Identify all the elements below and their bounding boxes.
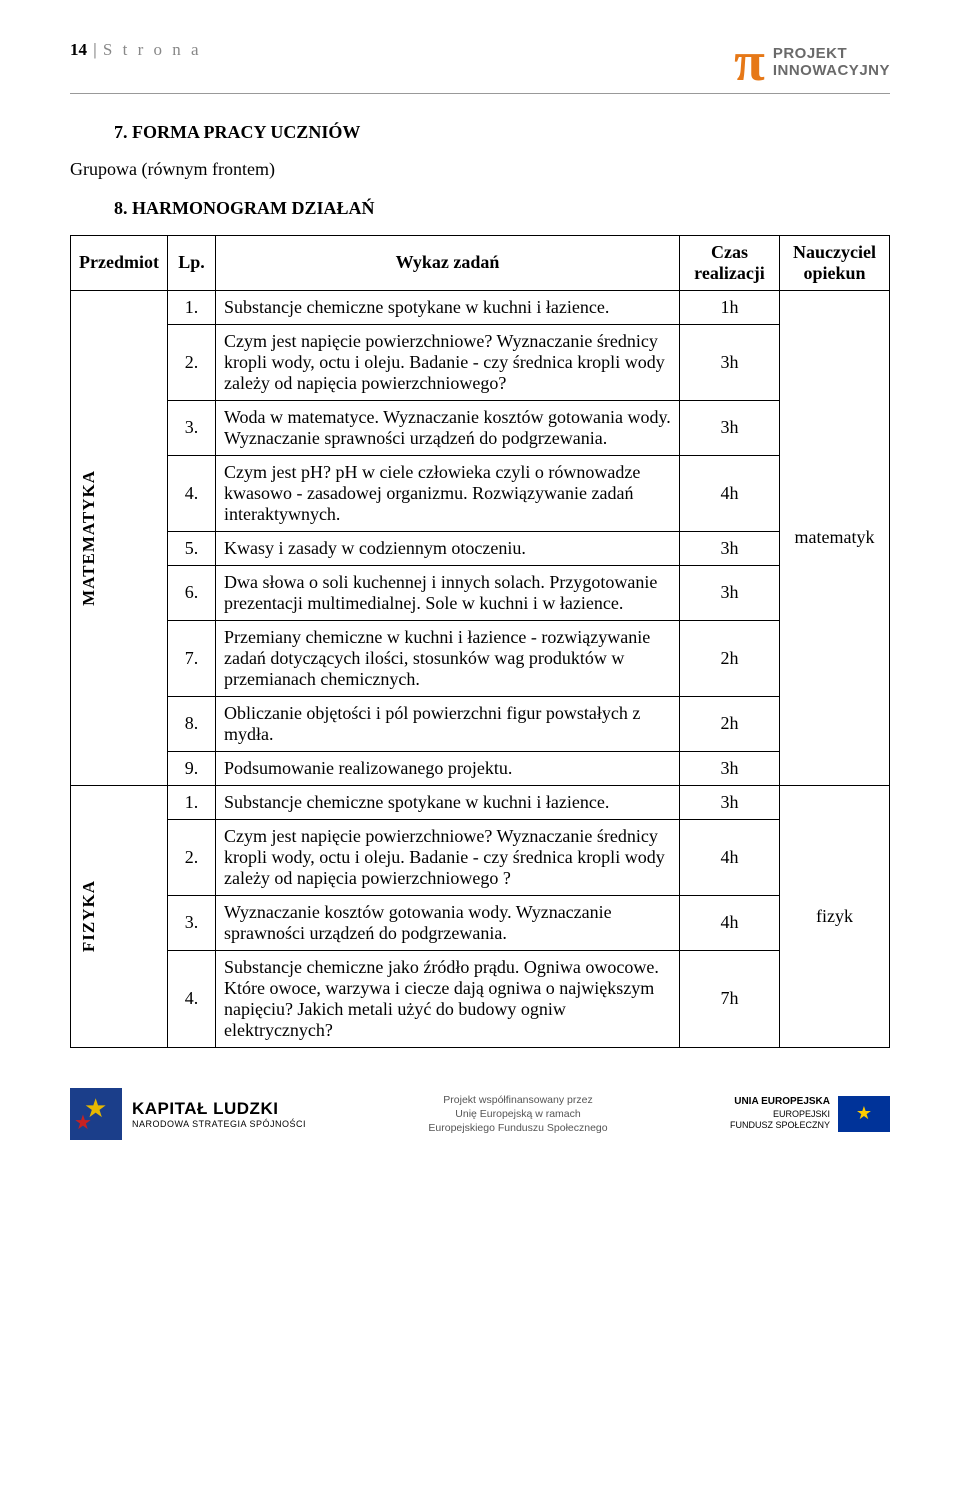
task-cell: Czym jest napięcie powierzchniowe? Wyzna… xyxy=(215,324,679,400)
schedule-table: Przedmiot Lp. Wykaz zadań Czas realizacj… xyxy=(70,235,890,1048)
kl-small: NARODOWA STRATEGIA SPÓJNOŚCI xyxy=(132,1119,306,1129)
top-logo: π PROJEKT INNOWACYJNY xyxy=(734,40,890,85)
ue-l3: FUNDUSZ SPOŁECZNY xyxy=(730,1120,830,1131)
section-7-heading: 7. FORMA PRACY UCZNIÓW xyxy=(114,122,890,143)
mid-l2: Unię Europejską w ramach xyxy=(428,1107,607,1121)
kapital-ludzki-logo: KAPITAŁ LUDZKI NARODOWA STRATEGIA SPÓJNO… xyxy=(70,1088,306,1140)
page-number: 14 xyxy=(70,40,87,59)
kl-star-icon xyxy=(70,1088,122,1140)
time-cell: 4h xyxy=(680,455,780,531)
kl-big: KAPITAŁ LUDZKI xyxy=(132,1099,306,1119)
task-cell: Przemiany chemiczne w kuchni i łazience … xyxy=(215,620,679,696)
col-header-task: Wykaz zadań xyxy=(215,235,679,290)
table-row: 4.Czym jest pH? pH w ciele człowieka czy… xyxy=(71,455,890,531)
time-cell: 2h xyxy=(680,696,780,751)
teacher-cell: matematyk xyxy=(780,290,890,785)
table-row: 5.Kwasy i zasady w codziennym otoczeniu.… xyxy=(71,531,890,565)
time-cell: 3h xyxy=(680,751,780,785)
lp-cell: 5. xyxy=(167,531,215,565)
logo-line2: INNOWACYJNY xyxy=(773,62,890,79)
task-cell: Podsumowanie realizowanego projektu. xyxy=(215,751,679,785)
lp-cell: 3. xyxy=(167,400,215,455)
col-header-time: Czas realizacji xyxy=(680,235,780,290)
time-cell: 1h xyxy=(680,290,780,324)
subject-cell: MATEMATYKA xyxy=(71,290,168,785)
time-cell: 3h xyxy=(680,400,780,455)
lp-cell: 4. xyxy=(167,455,215,531)
table-row: 7.Przemiany chemiczne w kuchni i łazienc… xyxy=(71,620,890,696)
task-cell: Czym jest pH? pH w ciele człowieka czyli… xyxy=(215,455,679,531)
task-cell: Substancje chemiczne jako źródło prądu. … xyxy=(215,950,679,1047)
page-header-row: 14 | S t r o n a π PROJEKT INNOWACYJNY xyxy=(70,40,890,94)
page-number-header: 14 | S t r o n a xyxy=(70,40,202,60)
time-cell: 4h xyxy=(680,895,780,950)
time-cell: 3h xyxy=(680,531,780,565)
table-row: MATEMATYKA1.Substancje chemiczne spotyka… xyxy=(71,290,890,324)
task-cell: Czym jest napięcie powierzchniowe? Wyzna… xyxy=(215,819,679,895)
section-7-body: Grupowa (równym frontem) xyxy=(70,159,890,180)
time-cell: 3h xyxy=(680,785,780,819)
table-row: 2.Czym jest napięcie powierzchniowe? Wyz… xyxy=(71,819,890,895)
time-cell: 3h xyxy=(680,565,780,620)
lp-cell: 7. xyxy=(167,620,215,696)
ue-logo: UNIA EUROPEJSKA EUROPEJSKI FUNDUSZ SPOŁE… xyxy=(730,1096,890,1132)
eu-flag-icon: ★ xyxy=(838,1096,890,1132)
lp-cell: 1. xyxy=(167,290,215,324)
task-cell: Dwa słowa o soli kuchennej i innych sola… xyxy=(215,565,679,620)
table-row: 8.Obliczanie objętości i pól powierzchni… xyxy=(71,696,890,751)
lp-cell: 4. xyxy=(167,950,215,1047)
col-header-teacher: Nauczyciel opiekun xyxy=(780,235,890,290)
col-header-lp: Lp. xyxy=(167,235,215,290)
table-row: 2.Czym jest napięcie powierzchniowe? Wyz… xyxy=(71,324,890,400)
page-label: S t r o n a xyxy=(103,40,202,59)
task-cell: Woda w matematyce. Wyznaczanie kosztów g… xyxy=(215,400,679,455)
lp-cell: 2. xyxy=(167,324,215,400)
task-cell: Obliczanie objętości i pól powierzchni f… xyxy=(215,696,679,751)
subject-label: FIZYKA xyxy=(79,880,99,952)
divider-bar: | xyxy=(93,40,96,59)
lp-cell: 6. xyxy=(167,565,215,620)
lp-cell: 2. xyxy=(167,819,215,895)
teacher-cell: fizyk xyxy=(780,785,890,1047)
table-row: FIZYKA1.Substancje chemiczne spotykane w… xyxy=(71,785,890,819)
time-cell: 3h xyxy=(680,324,780,400)
lp-cell: 9. xyxy=(167,751,215,785)
page-footer: KAPITAŁ LUDZKI NARODOWA STRATEGIA SPÓJNO… xyxy=(70,1088,890,1140)
kl-text: KAPITAŁ LUDZKI NARODOWA STRATEGIA SPÓJNO… xyxy=(132,1099,306,1129)
table-row: 9.Podsumowanie realizowanego projektu.3h xyxy=(71,751,890,785)
task-cell: Substancje chemiczne spotykane w kuchni … xyxy=(215,290,679,324)
lp-cell: 8. xyxy=(167,696,215,751)
mid-l3: Europejskiego Funduszu Społecznego xyxy=(428,1121,607,1135)
mid-l1: Projekt współfinansowany przez xyxy=(428,1093,607,1107)
ue-l1: UNIA EUROPEJSKA xyxy=(730,1096,830,1109)
subject-cell: FIZYKA xyxy=(71,785,168,1047)
task-cell: Substancje chemiczne spotykane w kuchni … xyxy=(215,785,679,819)
table-row: 3.Wyznaczanie kosztów gotowania wody. Wy… xyxy=(71,895,890,950)
task-cell: Wyznaczanie kosztów gotowania wody. Wyzn… xyxy=(215,895,679,950)
table-row: 3.Woda w matematyce. Wyznaczanie kosztów… xyxy=(71,400,890,455)
lp-cell: 1. xyxy=(167,785,215,819)
footer-mid-text: Projekt współfinansowany przez Unię Euro… xyxy=(428,1093,607,1136)
col-header-subject: Przedmiot xyxy=(71,235,168,290)
ue-text: UNIA EUROPEJSKA EUROPEJSKI FUNDUSZ SPOŁE… xyxy=(730,1096,830,1131)
lp-cell: 3. xyxy=(167,895,215,950)
task-cell: Kwasy i zasady w codziennym otoczeniu. xyxy=(215,531,679,565)
pi-icon: π xyxy=(734,40,765,85)
logo-text: PROJEKT INNOWACYJNY xyxy=(773,45,890,80)
table-row: 6.Dwa słowa o soli kuchennej i innych so… xyxy=(71,565,890,620)
ue-l2: EUROPEJSKI xyxy=(730,1109,830,1120)
section-8-heading: 8. HARMONOGRAM DZIAŁAŃ xyxy=(114,198,890,219)
table-row: 4.Substancje chemiczne jako źródło prądu… xyxy=(71,950,890,1047)
time-cell: 4h xyxy=(680,819,780,895)
logo-line1: PROJEKT xyxy=(773,45,890,62)
subject-label: MATEMATYKA xyxy=(79,470,99,606)
time-cell: 2h xyxy=(680,620,780,696)
time-cell: 7h xyxy=(680,950,780,1047)
